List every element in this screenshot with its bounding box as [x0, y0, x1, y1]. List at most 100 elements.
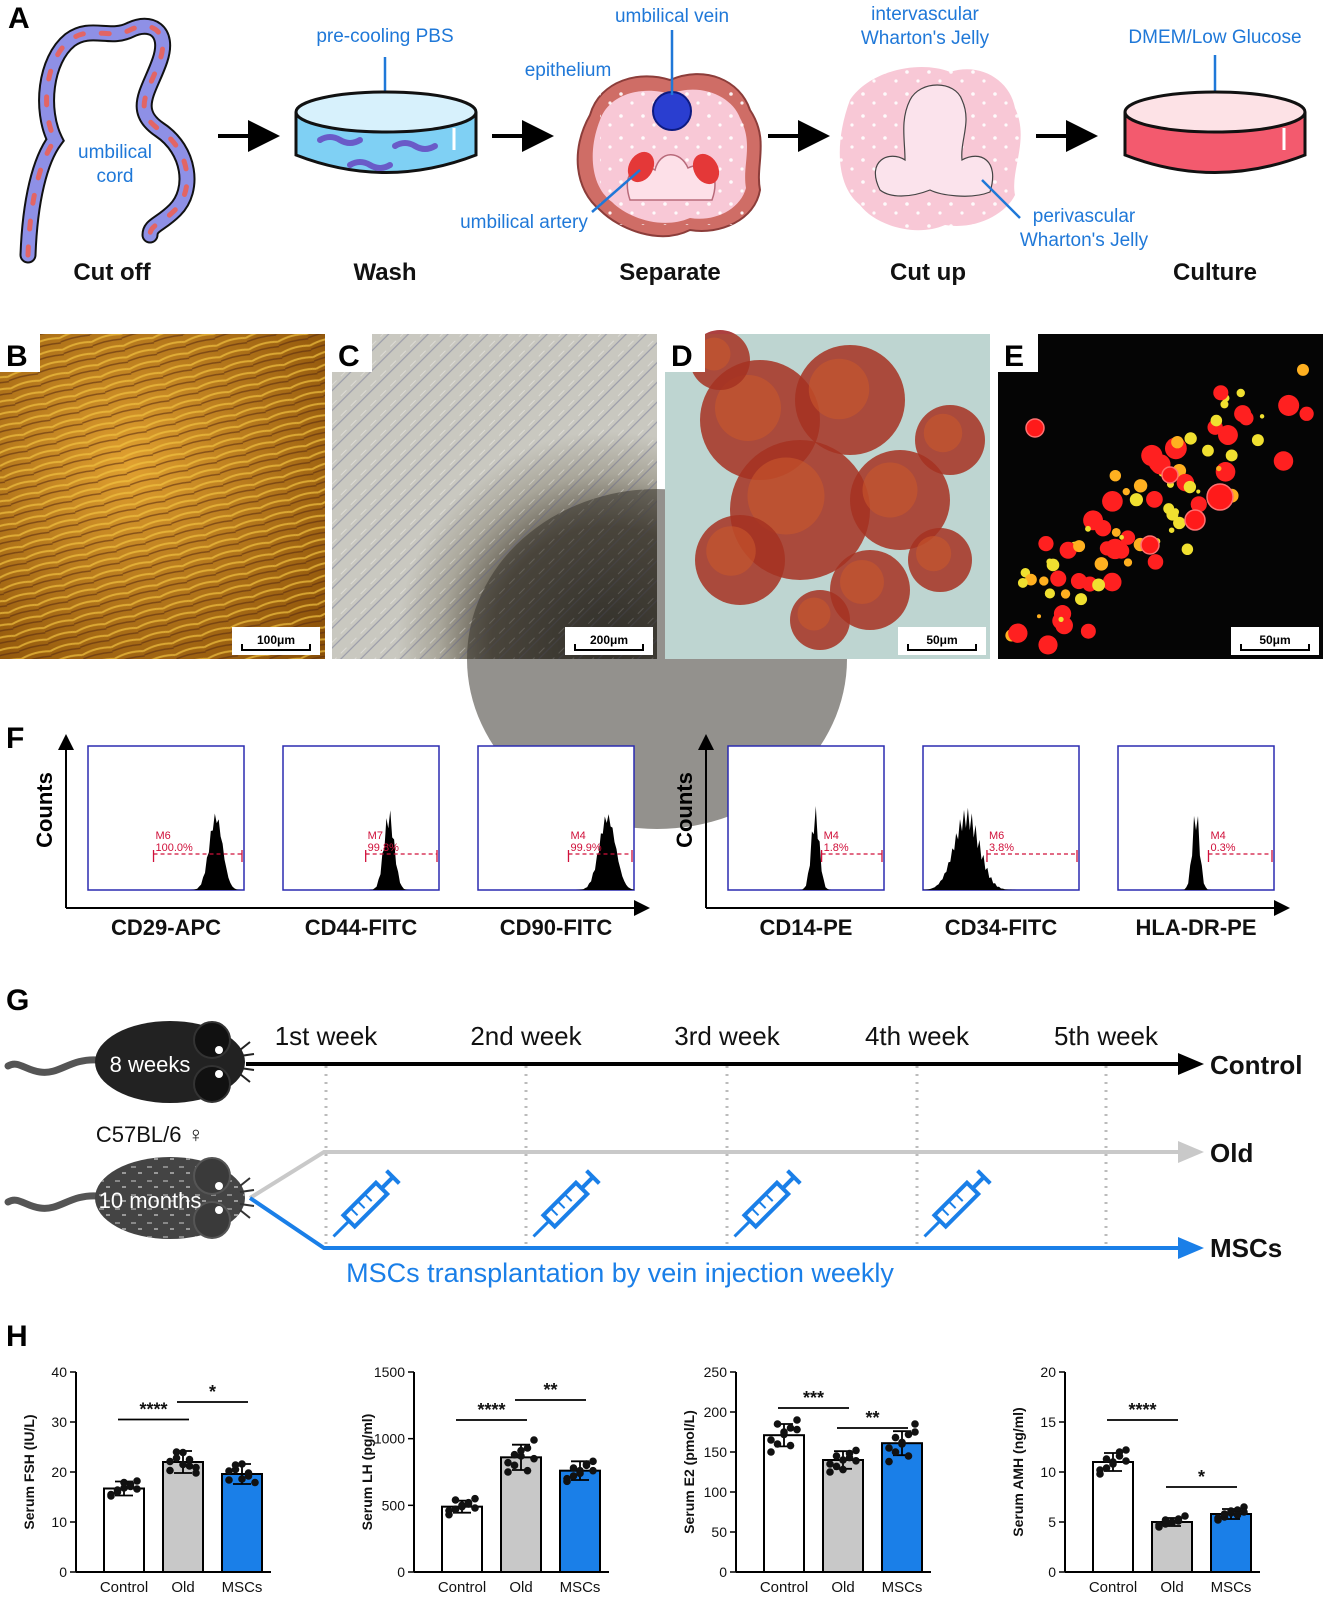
data-point: [1102, 1464, 1111, 1472]
syringe-tick: [954, 1193, 964, 1202]
gate-percent: 3.8%: [989, 842, 1014, 854]
iwj-label-line1: intervascular: [871, 4, 979, 25]
lipid-droplet: [1075, 593, 1088, 606]
lipid-droplet: [1184, 509, 1206, 531]
y-axis-label: Serum AMH (ng/ml): [1010, 1407, 1026, 1536]
data-point: [773, 1440, 782, 1448]
data-point: [113, 1486, 122, 1494]
stain-blob-highlight: [840, 560, 884, 604]
strain-label: C57BL/6 ♀: [96, 1122, 204, 1147]
x-tick-label: Old: [171, 1579, 194, 1596]
lipid-droplet: [1025, 573, 1037, 586]
data-point: [1122, 1457, 1130, 1465]
lipid-droplet: [1025, 418, 1045, 438]
gate-percent: 99.9%: [570, 842, 601, 854]
lipid-droplet: [1140, 535, 1160, 555]
x-tick-label: MSCs: [222, 1579, 263, 1596]
lipid-droplet: [1299, 406, 1314, 421]
y-tick-label: 10: [51, 1514, 67, 1530]
data-point: [885, 1457, 893, 1466]
data-point: [576, 1469, 584, 1478]
group-label-old: Old: [1210, 1138, 1253, 1168]
data-point: [451, 1496, 460, 1504]
y-tick-label: 1000: [374, 1431, 405, 1447]
lipid-droplet: [1099, 541, 1115, 556]
mouse-young-label: 8 weeks: [110, 1052, 191, 1077]
histogram-peak: [1118, 815, 1274, 890]
lipid-droplet: [1133, 479, 1148, 493]
data-point: [166, 1457, 174, 1466]
x-tick-label: Old: [1160, 1579, 1183, 1596]
syringe-handle: [976, 1169, 992, 1185]
gate-percent: 100.0%: [156, 842, 194, 854]
bar-control: [103, 1487, 145, 1573]
y-tick-label: 50: [711, 1524, 727, 1540]
histogram-frame: [727, 745, 885, 891]
lipid-droplet: [1171, 435, 1184, 449]
data-point: [589, 1466, 597, 1475]
x-tick-label: MSCs: [560, 1579, 601, 1596]
data-point: [569, 1472, 578, 1480]
data-point: [471, 1494, 479, 1503]
lipid-droplet: [1168, 527, 1175, 533]
x-tick-label: MSCs: [1211, 1579, 1252, 1596]
y-tick-label: 0: [397, 1564, 405, 1580]
lipid-droplet: [1085, 525, 1091, 532]
gate-name: M6: [156, 830, 171, 842]
step-label-3: Separate: [619, 259, 720, 286]
histogram-frame: [282, 745, 440, 891]
bar-mscs: [559, 1469, 601, 1573]
lipid-droplet: [1173, 516, 1186, 530]
syringe-needle: [532, 1219, 551, 1238]
lipid-droplet: [1273, 451, 1294, 471]
data-point: [530, 1454, 538, 1463]
data-point: [185, 1462, 194, 1470]
y-tick-label: 150: [704, 1444, 728, 1460]
data-point: [238, 1460, 246, 1468]
data-point: [911, 1428, 919, 1436]
lipid-droplet: [1102, 572, 1122, 592]
significance-label: **: [543, 1380, 557, 1400]
gate-name: M4: [570, 830, 585, 842]
data-point: [133, 1485, 141, 1493]
panel-letter-b: B: [6, 340, 28, 373]
mouse-young-icon: 8 weeks: [4, 1021, 255, 1103]
lipid-droplet: [1218, 425, 1238, 445]
lipid-droplet: [1161, 466, 1179, 484]
lipid-droplet: [1220, 400, 1229, 409]
scale-bar-e-label: 50μm: [1259, 633, 1290, 647]
histogram-peak: [88, 813, 244, 890]
x-tick-label: Old: [509, 1579, 532, 1596]
data-point: [445, 1506, 453, 1515]
scale-bar-c-label: 200μm: [590, 633, 628, 647]
y-tick-label: 500: [382, 1497, 406, 1513]
lipid-droplet: [1119, 534, 1124, 540]
data-point: [582, 1460, 591, 1468]
marker-label: CD44-FITC: [305, 915, 418, 940]
lipid-droplet: [1008, 623, 1028, 643]
data-point: [904, 1452, 913, 1460]
lipid-droplet: [1102, 490, 1123, 512]
lipid-droplet: [1129, 493, 1143, 507]
syringe-icon: [532, 1169, 601, 1238]
data-point: [238, 1475, 246, 1483]
lipid-droplet: [1259, 414, 1265, 419]
lipid-droplet: [1190, 496, 1207, 513]
stain-blob-highlight: [706, 526, 756, 576]
step-label-4: Cut up: [890, 259, 966, 286]
data-point: [563, 1474, 571, 1483]
x-tick-label: Control: [100, 1579, 148, 1596]
stain-blob-highlight: [862, 462, 918, 518]
data-point: [251, 1478, 259, 1487]
lipid-droplet: [1184, 432, 1197, 445]
data-point: [179, 1448, 187, 1457]
histogram-peak: [478, 814, 634, 890]
lipid-droplet: [1083, 510, 1103, 531]
mouse-old-label: 10 months: [99, 1188, 202, 1213]
y-tick-label: 15: [1040, 1414, 1056, 1430]
pbs-label: pre-cooling PBS: [316, 26, 453, 47]
syringe-plunger: [971, 1175, 986, 1190]
week-label: 3rd week: [674, 1021, 780, 1051]
lipid-droplet: [1122, 488, 1130, 496]
marker-label: CD34-FITC: [945, 915, 1058, 940]
